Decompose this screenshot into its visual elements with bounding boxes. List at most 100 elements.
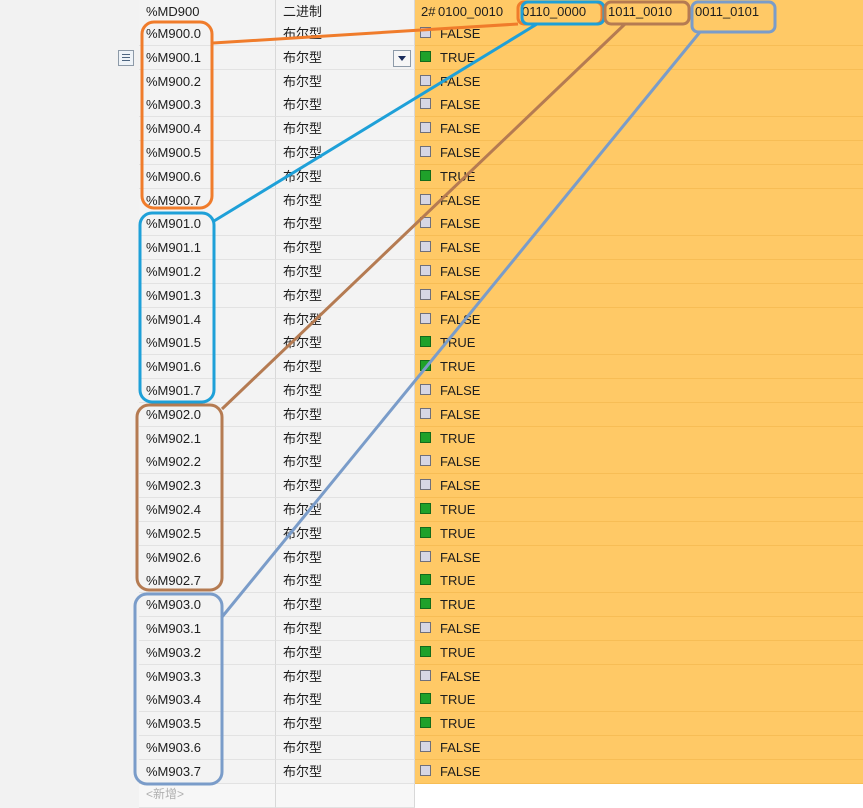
address-cell[interactable]: %M900.7 — [139, 188, 276, 213]
monitor-value-cell[interactable]: FALSE — [415, 22, 863, 46]
monitor-value-cell[interactable]: FALSE — [415, 188, 863, 213]
display-format-cell[interactable]: 布尔型 — [276, 307, 415, 332]
table-row[interactable]: %M901.5 布尔型 TRUE — [0, 331, 863, 356]
address-cell[interactable]: %M900.4 — [139, 117, 276, 142]
monitor-value-cell[interactable]: FALSE — [415, 283, 863, 308]
display-format-cell[interactable]: 布尔型 — [276, 164, 415, 189]
display-format-cell[interactable]: 布尔型 — [276, 22, 415, 46]
display-format-cell[interactable]: 布尔型 — [276, 402, 415, 427]
table-row[interactable]: %M901.6 布尔型 TRUE — [0, 355, 863, 380]
monitor-value-cell[interactable]: FALSE — [415, 307, 863, 332]
table-row[interactable]: %M903.3 布尔型 FALSE — [0, 664, 863, 689]
display-format-cell[interactable]: 布尔型 — [276, 379, 415, 403]
display-format-cell[interactable]: 布尔型 — [276, 69, 415, 94]
address-cell[interactable]: %M900.1 — [139, 45, 276, 70]
monitor-value-cell[interactable]: FALSE — [415, 402, 863, 427]
bool-checkbox-icon[interactable] — [420, 312, 431, 324]
bool-checkbox-icon[interactable] — [420, 217, 431, 229]
monitor-value-cell[interactable]: TRUE — [415, 521, 863, 546]
address-cell[interactable]: %M903.7 — [139, 759, 276, 784]
bool-checkbox-icon[interactable] — [420, 669, 431, 681]
table-row[interactable]: %M901.2 布尔型 FALSE — [0, 260, 863, 284]
monitor-value-cell[interactable]: TRUE — [415, 712, 863, 737]
table-row[interactable]: %M903.4 布尔型 TRUE — [0, 688, 863, 713]
monitor-value-cell[interactable]: TRUE — [415, 164, 863, 189]
address-cell[interactable]: %M903.1 — [139, 617, 276, 641]
table-row[interactable]: %M902.2 布尔型 FALSE — [0, 450, 863, 475]
display-format-cell[interactable]: 布尔型 — [276, 474, 415, 499]
address-cell[interactable]: %M901.2 — [139, 260, 276, 284]
bool-checkbox-icon[interactable] — [420, 360, 431, 372]
display-format-cell[interactable]: 布尔型 — [276, 688, 415, 713]
address-cell[interactable]: %M901.3 — [139, 283, 276, 308]
address-cell[interactable]: %M901.7 — [139, 379, 276, 403]
monitor-value-cell[interactable]: FALSE — [415, 93, 863, 118]
monitor-value-cell[interactable]: TRUE — [415, 569, 863, 594]
display-format-cell[interactable]: 布尔型 — [276, 93, 415, 118]
table-row[interactable]: %M903.2 布尔型 TRUE — [0, 640, 863, 665]
chevron-down-icon[interactable] — [393, 50, 411, 67]
bool-checkbox-icon[interactable] — [420, 431, 431, 443]
address-cell[interactable]: %M901.0 — [139, 212, 276, 237]
display-format-cell[interactable]: 布尔型 — [276, 569, 415, 594]
bool-checkbox-icon[interactable] — [420, 288, 431, 300]
address-cell[interactable]: %M900.3 — [139, 93, 276, 118]
address-cell[interactable]: %M903.4 — [139, 688, 276, 713]
display-format-cell[interactable]: 二进制 — [276, 0, 415, 24]
address-cell[interactable]: %M903.2 — [139, 640, 276, 665]
monitor-value-cell[interactable]: TRUE — [415, 593, 863, 618]
address-cell[interactable]: %M903.5 — [139, 712, 276, 737]
address-cell[interactable]: %M900.6 — [139, 164, 276, 189]
table-row-header-word[interactable]: %MD900 二进制 2# 0100_0010 0110_0000 1011_0… — [0, 0, 863, 24]
display-format-cell[interactable]: 布尔型 — [276, 712, 415, 737]
bool-checkbox-icon[interactable] — [420, 622, 431, 633]
bool-checkbox-icon[interactable] — [420, 193, 431, 205]
table-row[interactable]: %M903.6 布尔型 FALSE — [0, 736, 863, 760]
table-row[interactable]: %M902.1 布尔型 TRUE — [0, 426, 863, 451]
display-format-cell[interactable]: 布尔型 — [276, 521, 415, 546]
address-cell[interactable]: %M902.2 — [139, 450, 276, 475]
table-row[interactable]: %M900.7 布尔型 FALSE — [0, 188, 863, 213]
display-format-cell[interactable]: 布尔型 — [276, 664, 415, 689]
address-cell[interactable]: %M902.4 — [139, 498, 276, 522]
monitor-value-cell[interactable]: FALSE — [415, 617, 863, 641]
display-format-cell[interactable]: 布尔型 — [276, 117, 415, 142]
monitor-value-cell[interactable]: FALSE — [415, 236, 863, 261]
bool-checkbox-icon[interactable] — [420, 455, 431, 467]
address-cell[interactable]: %M901.1 — [139, 236, 276, 261]
address-cell[interactable]: %M900.2 — [139, 69, 276, 94]
bool-checkbox-icon[interactable] — [420, 717, 431, 729]
monitor-value-cell[interactable]: FALSE — [415, 69, 863, 94]
monitor-value-cell[interactable]: FALSE — [415, 212, 863, 237]
bool-checkbox-icon[interactable] — [420, 146, 431, 157]
bool-checkbox-icon[interactable] — [420, 645, 431, 657]
display-format-cell[interactable]: 布尔型 — [276, 759, 415, 784]
display-format-cell[interactable]: 布尔型 — [276, 141, 415, 165]
table-row[interactable]: %M902.7 布尔型 TRUE — [0, 569, 863, 594]
table-row[interactable]: %M901.0 布尔型 FALSE — [0, 212, 863, 237]
bool-checkbox-icon[interactable] — [420, 503, 431, 514]
display-format-cell[interactable]: 布尔型 — [276, 212, 415, 237]
bool-checkbox-icon[interactable] — [420, 384, 431, 395]
monitor-value-cell[interactable]: TRUE — [415, 426, 863, 451]
bool-checkbox-icon[interactable] — [420, 98, 431, 110]
display-format-cell[interactable]: 布尔型 — [276, 617, 415, 641]
table-row[interactable]: %M900.2 布尔型 FALSE — [0, 69, 863, 94]
address-cell[interactable]: %M901.4 — [139, 307, 276, 332]
monitor-value-cell[interactable]: FALSE — [415, 379, 863, 403]
table-row[interactable]: %M903.7 布尔型 FALSE — [0, 759, 863, 784]
bool-checkbox-icon[interactable] — [420, 169, 431, 181]
bool-checkbox-icon[interactable] — [420, 74, 431, 86]
monitor-value-cell[interactable]: FALSE — [415, 450, 863, 475]
monitor-value-cell[interactable]: FALSE — [415, 141, 863, 165]
bool-checkbox-icon[interactable] — [420, 693, 431, 705]
monitor-value-cell[interactable]: TRUE — [415, 45, 863, 70]
monitor-value-cell[interactable]: TRUE — [415, 640, 863, 665]
monitor-value-cell[interactable]: TRUE — [415, 331, 863, 356]
display-format-cell[interactable]: 布尔型 — [276, 188, 415, 213]
bool-checkbox-icon[interactable] — [420, 27, 431, 38]
address-cell[interactable]: %M900.0 — [139, 22, 276, 46]
monitor-value-cell[interactable]: FALSE — [415, 736, 863, 760]
address-cell[interactable]: %M903.3 — [139, 664, 276, 689]
table-row[interactable]: %M902.3 布尔型 FALSE — [0, 474, 863, 499]
